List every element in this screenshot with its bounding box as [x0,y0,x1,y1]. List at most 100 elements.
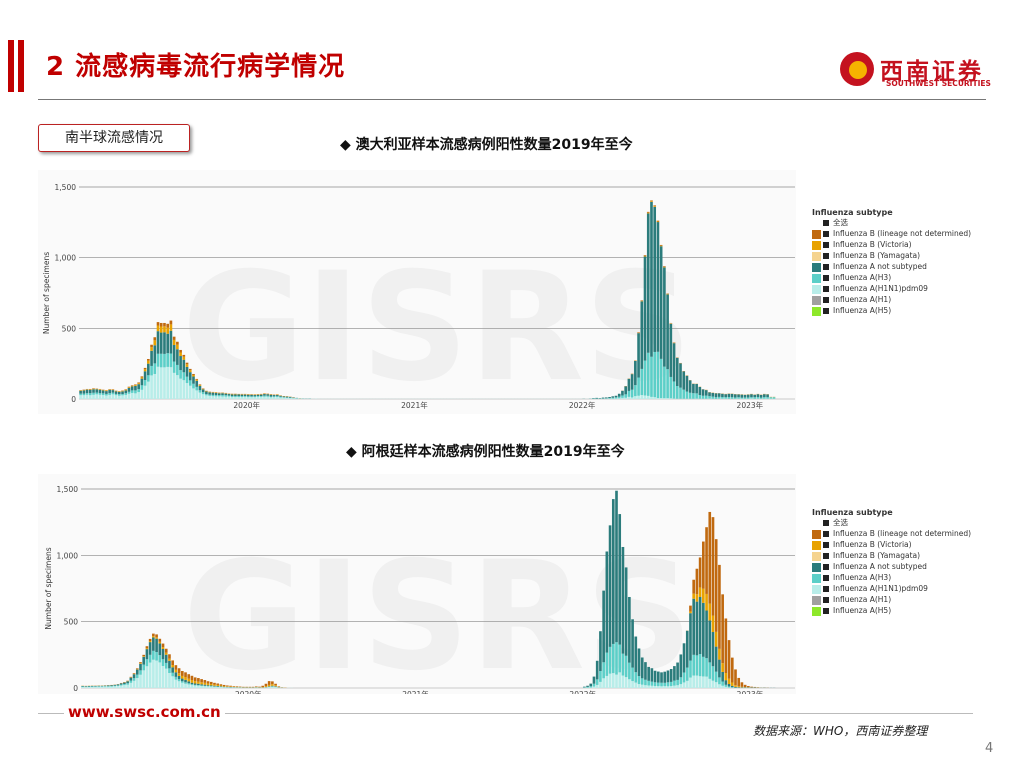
bar-segment [267,681,271,685]
bar-segment [666,294,669,370]
bar-segment [243,394,247,397]
checkbox-icon[interactable] [823,242,829,248]
bar-segment [101,390,105,394]
bar-segment [631,619,634,668]
bar-segment [256,394,260,397]
bar-segment [161,647,165,649]
bar-segment [121,391,124,395]
legend-item[interactable]: Influenza B (Victoria) [812,239,1002,250]
checkbox-icon[interactable] [823,264,829,270]
bar-segment [721,594,724,664]
bar-segment [142,670,146,688]
legend-item[interactable]: Influenza B (lineage not determined) [812,228,1002,239]
bar-segment [205,395,208,399]
bar-segment [197,683,200,686]
legend-item[interactable]: Influenza B (Yamagata) [812,550,1002,561]
bar-segment [140,376,144,378]
bar-segment [188,370,192,373]
bar-segment [206,686,210,688]
bar-segment [217,396,221,399]
bar-segment [288,398,292,399]
checkbox-icon[interactable] [823,575,829,581]
bar-segment [119,685,123,688]
bar-segment [127,386,131,388]
bar-segment [724,673,728,681]
legend-item[interactable]: Influenza A(H5) [812,305,1002,316]
bar-segment [718,659,721,678]
checkbox-icon[interactable] [823,553,829,559]
bar-segment [192,383,195,389]
legend-item[interactable]: Influenza B (Victoria) [812,539,1002,550]
bar-segment [605,675,609,688]
bar-segment [190,680,194,683]
footer-website-link[interactable]: www.swsc.com.cn [64,703,225,721]
legend-item[interactable]: Influenza B (lineage not determined) [812,528,1002,539]
bar-segment [153,373,157,399]
checkbox-icon[interactable] [823,308,829,314]
checkbox-icon[interactable] [823,286,829,292]
bar-segment [656,351,660,399]
bar-segment [152,650,155,660]
bar-segment [647,685,650,688]
legend-item[interactable]: Influenza A not subtyped [812,261,1002,272]
checkbox-icon[interactable] [823,564,829,570]
legend-item[interactable]: Influenza A(H1N1)pdm09 [812,283,1002,294]
legend-item[interactable]: 全选 [812,517,1002,528]
checkbox-icon[interactable] [823,597,829,603]
bar-segment [224,396,228,399]
bar-segment [740,682,744,687]
bar-segment [184,672,187,677]
bar-segment [601,397,605,399]
bar-segment [730,682,734,686]
checkbox-icon[interactable] [823,253,829,259]
bar-segment [274,685,277,687]
legend-label: 全选 [833,218,848,227]
bar-segment [288,397,292,399]
legend-item[interactable]: Influenza A(H3) [812,272,1002,283]
x-tick-label: 2021年 [401,400,428,410]
bar-segment [222,687,226,688]
legend-item[interactable]: 全选 [812,217,1002,228]
bar-segment [129,680,133,683]
legend-item[interactable]: Influenza A(H1) [812,294,1002,305]
bar-segment [197,685,200,686]
bar-segment [145,649,149,660]
checkbox-icon[interactable] [823,586,829,592]
bar-segment [195,390,199,399]
bar-segment [602,678,605,688]
bar-segment [266,396,269,399]
checkbox-icon[interactable] [823,531,829,537]
bar-segment [208,392,211,395]
bar-segment [628,596,631,663]
checkbox-icon[interactable] [823,542,829,548]
bar-segment [618,514,622,645]
legend-item[interactable]: Influenza A(H1N1)pdm09 [812,583,1002,594]
checkbox-icon[interactable] [823,520,829,526]
y-tick-label: 0 [71,395,76,404]
checkbox-icon[interactable] [823,297,829,303]
checkbox-icon[interactable] [823,220,829,226]
bar-segment [672,381,676,399]
legend-item[interactable]: Influenza A(H5) [812,605,1002,616]
bar-segment [143,380,147,386]
bar-segment [190,675,194,681]
bar-segment [172,361,176,373]
bar-segment [98,389,102,394]
bar-segment [174,665,178,670]
bar-segment [724,394,727,398]
bar-segment [145,648,149,650]
legend-item[interactable]: Influenza A(H1) [812,594,1002,605]
bar-segment [203,685,207,687]
checkbox-icon[interactable] [823,608,829,614]
header-accent-bar-2 [18,40,24,92]
legend-item[interactable]: Influenza A not subtyped [812,561,1002,572]
bar-segment [190,682,194,685]
checkbox-icon[interactable] [823,231,829,237]
legend-item[interactable]: Influenza B (Yamagata) [812,250,1002,261]
bar-segment [705,610,708,659]
bar-segment [192,374,195,377]
checkbox-icon[interactable] [823,275,829,281]
legend-item[interactable]: Influenza A(H3) [812,572,1002,583]
bar-segment [253,397,257,399]
